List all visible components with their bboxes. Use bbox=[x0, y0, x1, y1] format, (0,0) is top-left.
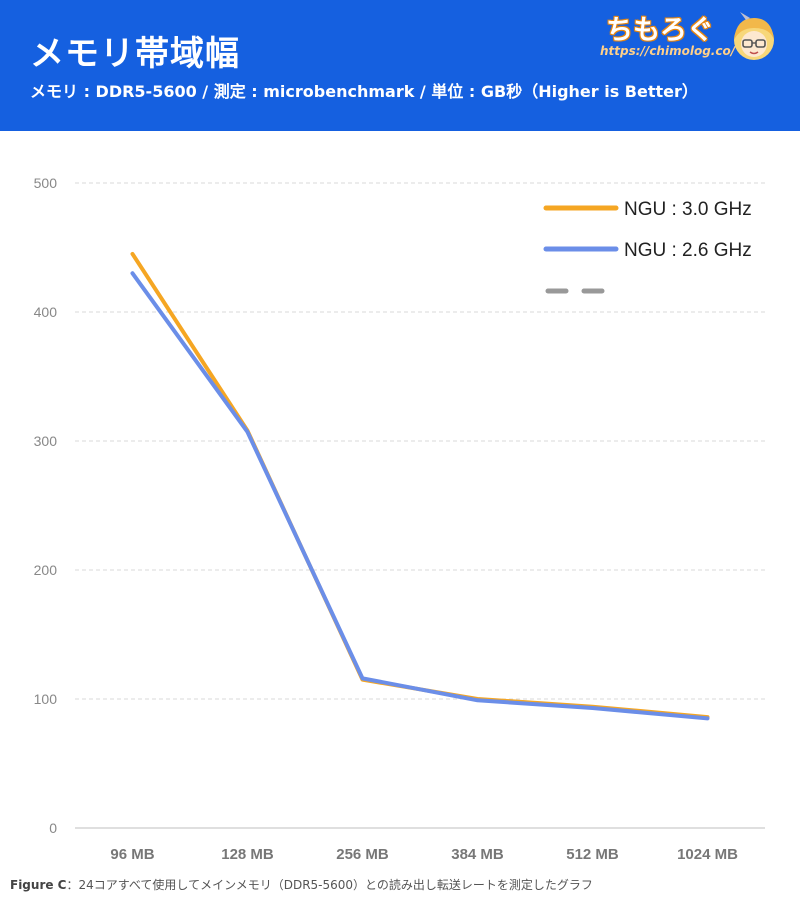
y-tick-label: 100 bbox=[34, 691, 58, 707]
y-tick-label: 400 bbox=[34, 304, 58, 320]
chart-subtitle: メモリ : DDR5-5600 / 測定 : microbenchmark / … bbox=[30, 82, 698, 101]
x-tick-label: 1024 MB bbox=[677, 846, 738, 863]
data-point bbox=[361, 676, 364, 680]
data-point bbox=[246, 430, 249, 434]
x-tick-label: 512 MB bbox=[566, 846, 619, 863]
data-point bbox=[476, 698, 479, 702]
legend-label: NGU : 2.6 GHz bbox=[624, 240, 752, 261]
x-tick-label: 256 MB bbox=[336, 846, 389, 863]
y-tick-label: 500 bbox=[34, 175, 58, 191]
data-point bbox=[131, 252, 134, 256]
x-tick-label: 96 MB bbox=[110, 846, 154, 863]
caption-label: Figure C bbox=[10, 878, 67, 892]
figure-caption: Figure C：24コアすべて使用してメインメモリ（DDR5-5600）との読… bbox=[10, 876, 593, 893]
chart-header: メモリ帯域幅 メモリ : DDR5-5600 / 測定 : microbench… bbox=[0, 0, 800, 131]
logo-url: https://chimolog.co/ bbox=[600, 44, 736, 58]
x-tick-label: 128 MB bbox=[221, 846, 274, 863]
series-line-2 bbox=[130, 271, 710, 721]
y-tick-label: 0 bbox=[49, 820, 57, 836]
data-point bbox=[131, 271, 134, 275]
x-tick-label: 384 MB bbox=[451, 846, 504, 863]
site-logo: ちもろぐ https://chimolog.co/ bbox=[598, 6, 788, 66]
chart-title: メモリ帯域幅 bbox=[30, 34, 240, 74]
legend-label: NGU : 3.0 GHz bbox=[624, 199, 752, 220]
y-tick-label: 200 bbox=[34, 562, 58, 578]
mascot-icon bbox=[734, 12, 774, 60]
y-tick-label: 300 bbox=[34, 433, 58, 449]
logo-text: ちもろぐ bbox=[606, 15, 714, 46]
data-point bbox=[591, 706, 594, 710]
line-chart: 0 100 200 300 400 500 96 MB 128 MB 256 MB 384 MB 5… bbox=[34, 175, 765, 863]
series-line-1 bbox=[130, 251, 710, 720]
data-point bbox=[706, 716, 709, 720]
caption-text: ：24コアすべて使用してメインメモリ（DDR5-5600）との読み出し転送レート… bbox=[66, 878, 593, 892]
